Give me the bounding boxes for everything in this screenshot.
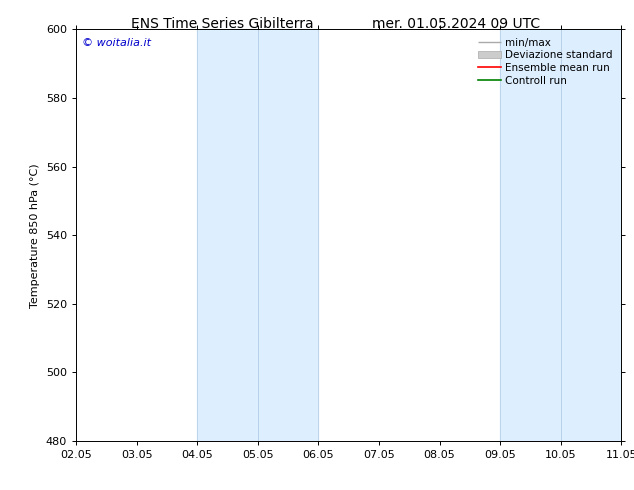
Text: ENS Time Series Gibilterra: ENS Time Series Gibilterra bbox=[131, 17, 313, 31]
Legend: min/max, Deviazione standard, Ensemble mean run, Controll run: min/max, Deviazione standard, Ensemble m… bbox=[476, 35, 616, 89]
Y-axis label: Temperature 850 hPa (°C): Temperature 850 hPa (°C) bbox=[30, 163, 40, 308]
Bar bbox=[258, 29, 318, 441]
Bar bbox=[500, 29, 560, 441]
Text: mer. 01.05.2024 09 UTC: mer. 01.05.2024 09 UTC bbox=[372, 17, 541, 31]
Text: © woitalia.it: © woitalia.it bbox=[82, 38, 150, 48]
Bar bbox=[560, 29, 621, 441]
Bar bbox=[197, 29, 258, 441]
